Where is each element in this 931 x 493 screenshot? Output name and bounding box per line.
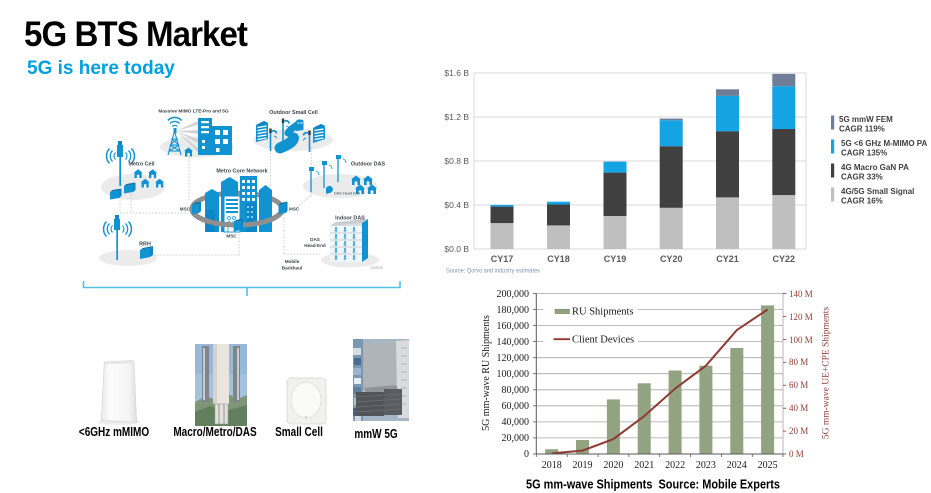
svg-text:5G <6 GHz M-MIMO PA: 5G <6 GHz M-MIMO PA: [841, 139, 928, 148]
svg-text:CY19: CY19: [604, 254, 627, 264]
svg-text:$0.0 B: $0.0 B: [444, 244, 469, 254]
svg-text:4G Macro GaN PA: 4G Macro GaN PA: [841, 163, 909, 172]
svg-text:CAGR 119%: CAGR 119%: [839, 125, 885, 134]
svg-text:DAS: DAS: [310, 237, 320, 242]
svg-text:5G mm-wave RU Shipments: 5G mm-wave RU Shipments: [481, 315, 492, 431]
svg-text:0: 0: [524, 449, 529, 460]
svg-text:$0.4 B: $0.4 B: [444, 200, 469, 210]
svg-text:4G/5G Small Signal: 4G/5G Small Signal: [841, 187, 914, 196]
svg-text:$1.6 B: $1.6 B: [444, 68, 469, 78]
svg-text:CY22: CY22: [773, 254, 796, 264]
svg-text:20 M: 20 M: [789, 426, 808, 436]
svg-text:5G mmW FEM: 5G mmW FEM: [839, 115, 893, 124]
svg-text:120,000: 120,000: [497, 353, 530, 364]
svg-text:2022: 2022: [665, 460, 685, 471]
svg-text:QORVO: QORVO: [370, 266, 383, 270]
svg-text:2021: 2021: [634, 460, 654, 471]
svg-text:RRH: RRH: [139, 242, 151, 248]
svg-text:Outdoor Small Cell: Outdoor Small Cell: [269, 110, 318, 116]
svg-text:Mobile: Mobile: [285, 259, 300, 264]
svg-text:40,000: 40,000: [502, 417, 530, 428]
svg-text:MSC: MSC: [289, 207, 300, 212]
svg-text:MSC: MSC: [180, 207, 191, 212]
svg-text:200,000: 200,000: [497, 289, 530, 300]
svg-text:Source: Qorvo and industry est: Source: Qorvo and industry estimates: [446, 268, 541, 275]
svg-text:Outdoor DAS: Outdoor DAS: [351, 162, 386, 168]
svg-text:MSC: MSC: [226, 234, 237, 239]
svg-text:40 M: 40 M: [789, 403, 808, 413]
svg-text:$1.2 B: $1.2 B: [444, 112, 469, 122]
svg-text:CAGR 135%: CAGR 135%: [841, 149, 887, 158]
svg-text:140 M: 140 M: [789, 289, 813, 299]
svg-text:Client Devices: Client Devices: [572, 335, 634, 346]
svg-text:60 M: 60 M: [789, 380, 808, 390]
svg-text:2024: 2024: [727, 460, 747, 471]
svg-text:120 M: 120 M: [789, 312, 813, 322]
svg-text:140,000: 140,000: [497, 337, 530, 348]
svg-text:CY17: CY17: [491, 254, 514, 264]
svg-text:CAGR 16%: CAGR 16%: [841, 197, 883, 206]
svg-text:60,000: 60,000: [502, 401, 530, 412]
svg-text:Massive MIMO LTE-Pro and 5G: Massive MIMO LTE-Pro and 5G: [158, 109, 229, 115]
svg-text:Metro Core Network: Metro Core Network: [216, 169, 267, 175]
svg-text:CY21: CY21: [716, 254, 739, 264]
svg-text:0 M: 0 M: [789, 449, 804, 459]
svg-text:80,000: 80,000: [502, 385, 530, 396]
svg-text:CAGR 33%: CAGR 33%: [841, 173, 883, 182]
svg-text:Indoor DAS: Indoor DAS: [335, 216, 365, 222]
svg-text:Backhaul: Backhaul: [282, 266, 302, 271]
svg-text:Metro Cell: Metro Cell: [128, 162, 155, 168]
svg-text:5G mm-wave Shipments Source:: 5G mm-wave Shipments Source: Mobile Expe…: [526, 478, 780, 492]
svg-text:2025: 2025: [758, 460, 778, 471]
svg-text:DAS Head End: DAS Head End: [334, 192, 360, 196]
svg-text:2019: 2019: [573, 460, 593, 471]
svg-text:80 M: 80 M: [789, 357, 808, 367]
svg-text:$0.8 B: $0.8 B: [444, 156, 469, 166]
svg-text:CY18: CY18: [547, 254, 570, 264]
svg-text:180,000: 180,000: [497, 305, 530, 316]
svg-text:2020: 2020: [603, 460, 623, 471]
svg-text:100,000: 100,000: [497, 369, 530, 380]
svg-text:160,000: 160,000: [497, 321, 530, 332]
svg-text:100 M: 100 M: [789, 335, 813, 345]
svg-text:2018: 2018: [542, 460, 562, 471]
svg-text:Head-End: Head-End: [304, 243, 326, 248]
svg-text:CY20: CY20: [660, 254, 683, 264]
svg-text:RU Shipments: RU Shipments: [572, 307, 634, 318]
svg-text:2023: 2023: [696, 460, 716, 471]
svg-text:20,000: 20,000: [502, 433, 530, 444]
svg-text:5G mm-wave UE+CPE Shipments: 5G mm-wave UE+CPE Shipments: [822, 307, 832, 440]
